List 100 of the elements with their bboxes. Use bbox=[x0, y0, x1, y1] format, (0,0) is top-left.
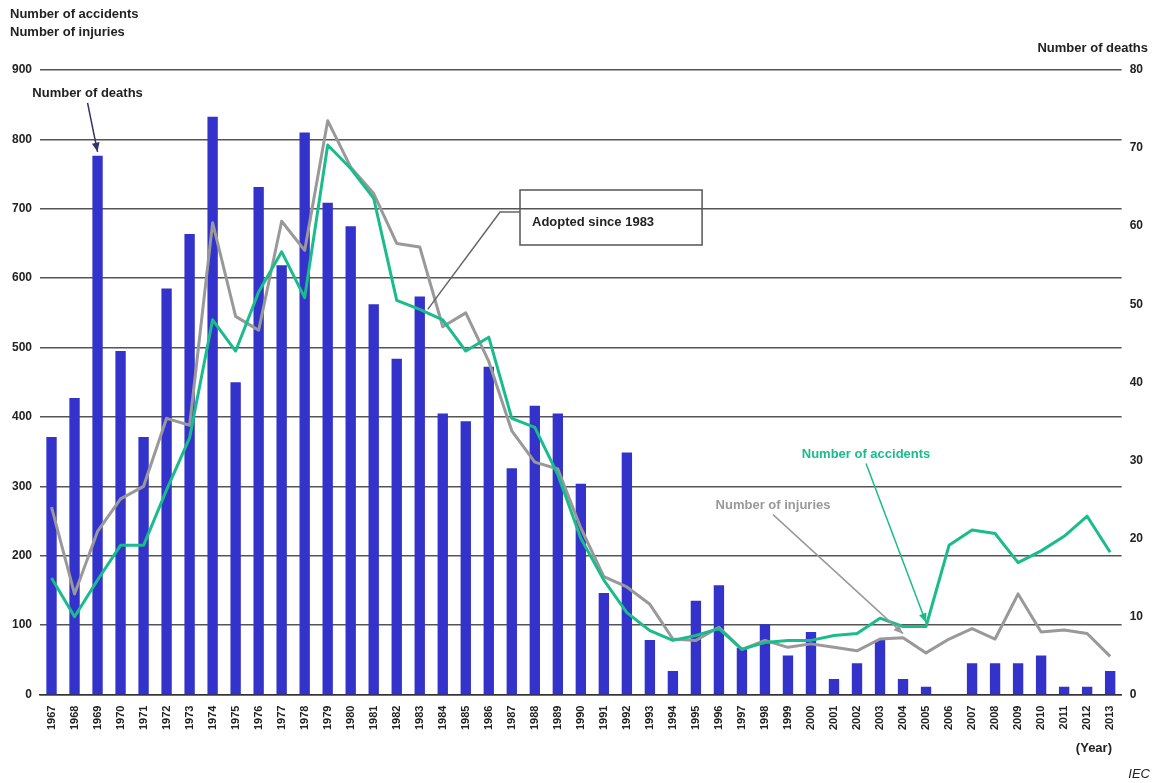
bar bbox=[759, 624, 771, 695]
bar bbox=[437, 413, 448, 695]
x-tick-label: 1994 bbox=[665, 704, 678, 731]
y-tick-label: 600 bbox=[11, 270, 33, 285]
bar bbox=[621, 452, 633, 695]
x-tick-label: 1967 bbox=[44, 705, 57, 731]
bar bbox=[874, 639, 886, 695]
x-tick-label: 1993 bbox=[642, 705, 655, 731]
bar bbox=[828, 678, 840, 695]
x-tick-label: 2010 bbox=[1034, 705, 1047, 731]
x-tick-label: 1978 bbox=[297, 705, 310, 731]
bar bbox=[506, 468, 517, 695]
bar bbox=[1012, 663, 1024, 695]
bar bbox=[529, 405, 540, 695]
x-tick-label: 1990 bbox=[573, 705, 586, 731]
bar bbox=[552, 413, 563, 695]
y2-tick-label: 30 bbox=[1129, 452, 1144, 467]
x-tick-label: 1988 bbox=[527, 705, 540, 731]
x-tick-label: 1986 bbox=[481, 705, 494, 731]
bar bbox=[253, 187, 264, 695]
x-tick-label: 1969 bbox=[90, 705, 103, 731]
bar bbox=[966, 663, 978, 695]
bar bbox=[989, 663, 1001, 695]
y2-tick-label: 70 bbox=[1129, 140, 1144, 155]
bar bbox=[46, 436, 57, 695]
x-tick-label: 1970 bbox=[113, 705, 126, 731]
bar bbox=[69, 397, 80, 695]
bar bbox=[368, 304, 379, 695]
x-tick-label: 1985 bbox=[458, 705, 471, 731]
x-tick-label: 1981 bbox=[366, 705, 379, 731]
x-tick-label: 2000 bbox=[804, 705, 816, 731]
text: Number of accidents bbox=[801, 445, 931, 461]
x-tick-label: 1984 bbox=[435, 704, 448, 731]
bar bbox=[299, 132, 310, 695]
x-tick-label: 1975 bbox=[228, 705, 241, 731]
annotation: Adopted since 1983 bbox=[532, 214, 655, 229]
y2-axis-title: Number of deaths bbox=[1037, 40, 1148, 55]
y-tick-label: 300 bbox=[11, 478, 33, 493]
x-tick-label: 2008 bbox=[988, 705, 1001, 731]
text: IEC bbox=[1128, 766, 1151, 781]
x-axis-title: (Year) bbox=[1075, 740, 1112, 755]
bar bbox=[230, 382, 241, 695]
bar bbox=[736, 647, 748, 695]
bar bbox=[1104, 671, 1116, 695]
bar bbox=[782, 655, 794, 695]
y2-tick-label: 50 bbox=[1129, 296, 1144, 311]
y-tick-label: 100 bbox=[11, 617, 33, 632]
x-tick-label: 2002 bbox=[850, 705, 863, 731]
y-tick-label: 0 bbox=[25, 686, 33, 701]
bar bbox=[460, 421, 471, 695]
y-tick-label: 900 bbox=[11, 62, 33, 77]
x-tick-label: 2009 bbox=[1011, 705, 1024, 731]
bar bbox=[276, 265, 287, 695]
text: Number of injuries bbox=[715, 496, 831, 512]
x-tick-label: 1995 bbox=[688, 705, 701, 731]
x-tick-label: 2006 bbox=[942, 705, 955, 731]
x-tick-label: 2001 bbox=[827, 705, 840, 731]
x-tick-label: 1999 bbox=[780, 705, 793, 731]
x-tick-label: 1987 bbox=[504, 705, 517, 731]
y-tick-label: 400 bbox=[11, 409, 33, 424]
bar bbox=[414, 296, 425, 695]
text: Number of deaths bbox=[32, 84, 143, 100]
bar bbox=[598, 593, 610, 695]
y-tick-label: 700 bbox=[11, 201, 33, 216]
x-tick-label: 1989 bbox=[550, 705, 563, 731]
y-tick-label: 200 bbox=[11, 548, 33, 563]
bar bbox=[207, 116, 218, 695]
x-tick-label: 2012 bbox=[1080, 705, 1093, 731]
x-tick-label: 2005 bbox=[919, 705, 932, 731]
y-tick-label: 800 bbox=[11, 131, 33, 146]
x-tick-label: 2007 bbox=[965, 705, 978, 731]
x-tick-label: 1982 bbox=[389, 705, 402, 731]
bar bbox=[161, 288, 172, 695]
x-tick-label: 2011 bbox=[1057, 705, 1070, 730]
x-tick-label: 2004 bbox=[896, 704, 909, 731]
x-tick-label: 2013 bbox=[1103, 705, 1116, 731]
y-tick-label: 500 bbox=[11, 339, 33, 354]
bar bbox=[184, 233, 195, 695]
bar bbox=[897, 678, 909, 695]
y2-tick-label: 10 bbox=[1129, 608, 1144, 623]
x-tick-label: 1971 bbox=[136, 705, 149, 731]
bar bbox=[92, 155, 103, 695]
x-tick-label: 1972 bbox=[159, 705, 172, 731]
y2-tick-label: 40 bbox=[1129, 374, 1144, 389]
x-tick-label: 1977 bbox=[274, 705, 287, 731]
bar bbox=[851, 663, 863, 695]
bar bbox=[391, 358, 402, 695]
y2-tick-label: 0 bbox=[1129, 686, 1137, 701]
x-tick-label: 1998 bbox=[757, 705, 770, 731]
bar bbox=[667, 671, 679, 695]
bar bbox=[713, 585, 725, 695]
x-tick-label: 1973 bbox=[182, 705, 195, 731]
x-tick-label: 1968 bbox=[67, 705, 80, 731]
bar bbox=[483, 366, 494, 695]
y2-tick-label: 60 bbox=[1129, 218, 1144, 233]
x-tick-label: 1991 bbox=[596, 705, 609, 731]
x-tick-label: 1979 bbox=[320, 705, 333, 731]
x-tick-label: 1997 bbox=[734, 705, 747, 731]
y2-tick-label: 80 bbox=[1129, 62, 1144, 77]
x-tick-label: 1974 bbox=[205, 704, 218, 731]
